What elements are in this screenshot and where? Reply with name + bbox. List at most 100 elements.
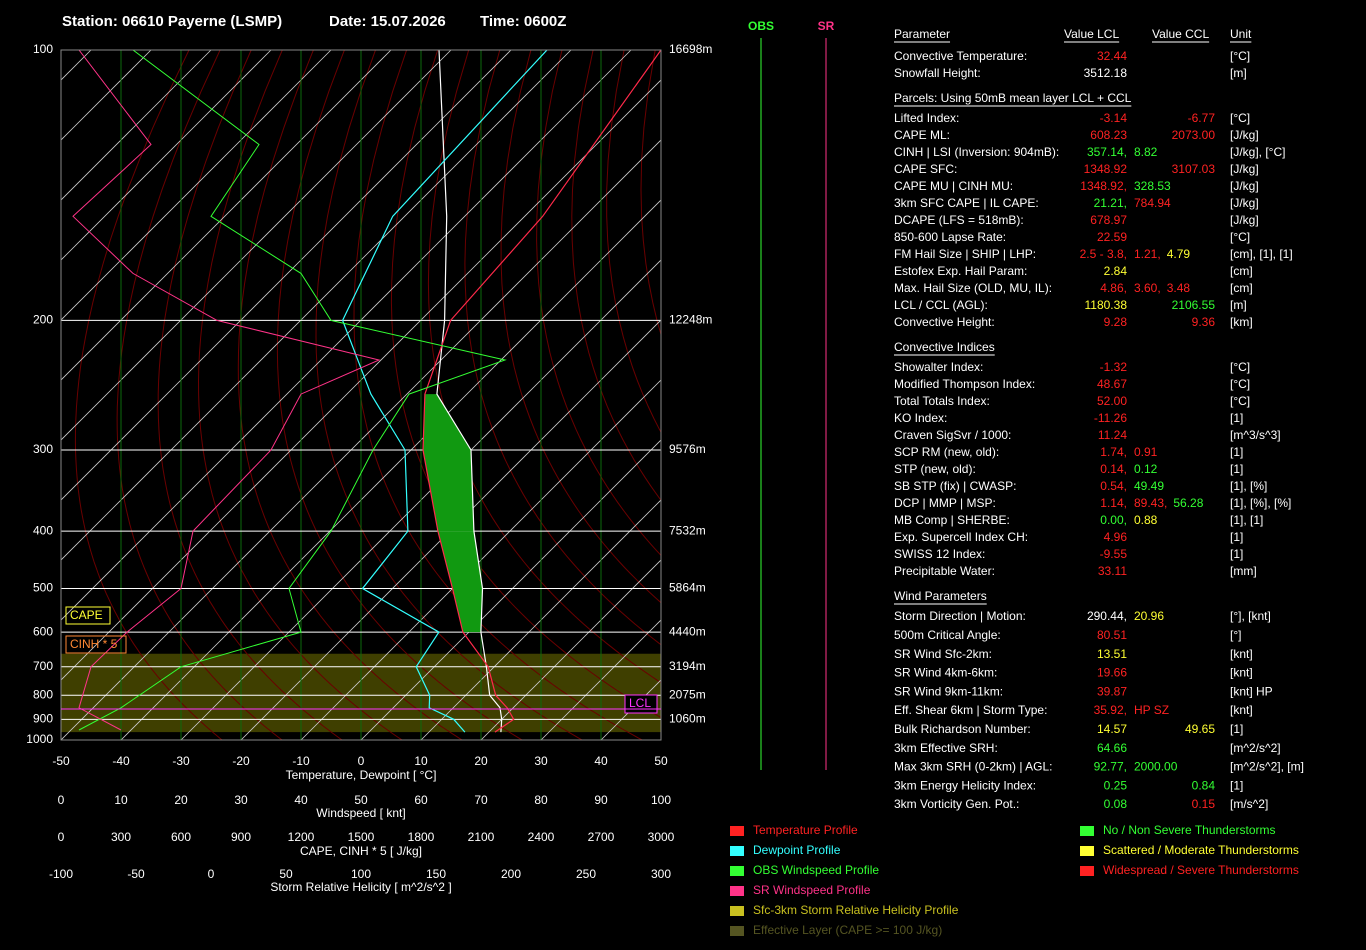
parameter-name: Modified Thompson Index: bbox=[894, 377, 1035, 391]
value-lcl: 89.43, bbox=[1134, 496, 1167, 510]
value-lcl: 1.21, bbox=[1134, 247, 1161, 261]
legend-label: Sfc-3km Storm Relative Helicity Profile bbox=[753, 903, 959, 917]
parameter-name: SB STP (fix) | CWASP: bbox=[894, 479, 1016, 493]
unit: [knt] bbox=[1230, 666, 1253, 680]
unit: [1] bbox=[1230, 722, 1243, 736]
value-lcl: 1.74, bbox=[1100, 445, 1127, 459]
value-lcl: 3.60, bbox=[1134, 281, 1161, 295]
value-ccl: 2106.55 bbox=[1172, 298, 1216, 312]
wind-axis-tick-label: 10 bbox=[114, 793, 128, 807]
y-tick-label: 400 bbox=[33, 523, 53, 537]
unit: [1] bbox=[1230, 778, 1243, 792]
cape-axis-tick-label: 900 bbox=[231, 830, 251, 844]
srh-axis-tick-label: 200 bbox=[501, 867, 521, 881]
x-tick-label: -30 bbox=[172, 754, 190, 768]
value-ccl: 9.36 bbox=[1192, 315, 1216, 329]
value-lcl: 0.08 bbox=[1104, 797, 1128, 811]
unit: [°C] bbox=[1230, 49, 1250, 63]
value-lcl: 357.14, bbox=[1087, 145, 1127, 159]
unit: [knt] HP bbox=[1230, 684, 1273, 698]
x-tick-label: 10 bbox=[414, 754, 428, 768]
unit: [J/kg] bbox=[1230, 162, 1259, 176]
value-lcl: 1348.92, bbox=[1080, 179, 1127, 193]
unit: [J/kg] bbox=[1230, 213, 1259, 227]
wind-axis-tick-label: 50 bbox=[354, 793, 368, 807]
x-tick-label: 50 bbox=[654, 754, 668, 768]
unit: [1], [1] bbox=[1230, 513, 1263, 527]
height-label: 5864m bbox=[669, 581, 706, 595]
isotherm bbox=[540, 619, 661, 740]
parameter-name: DCAPE (LFS = 518mB): bbox=[894, 213, 1024, 227]
value-lcl: 39.87 bbox=[1097, 684, 1127, 698]
y-tick-label: 1000 bbox=[26, 732, 53, 746]
parameter-name: 3km Vorticity Gen. Pot.: bbox=[894, 797, 1019, 811]
value-ccl: 49.65 bbox=[1185, 722, 1215, 736]
isotherm bbox=[61, 50, 632, 621]
wind-axis-tick-label: 100 bbox=[651, 793, 671, 807]
parameter-name: 850-600 Lapse Rate: bbox=[894, 230, 1006, 244]
value-lcl: 92.77, bbox=[1094, 760, 1127, 774]
table-header: Value LCL bbox=[1064, 27, 1119, 41]
parameter-name: SCP RM (new, old): bbox=[894, 445, 999, 459]
y-tick-label: 100 bbox=[33, 42, 53, 56]
value-lcl: 22.59 bbox=[1097, 230, 1127, 244]
unit: [mm] bbox=[1230, 564, 1257, 578]
isotherm bbox=[61, 139, 661, 740]
value-lcl: 2.5 - 3.8, bbox=[1080, 247, 1127, 261]
cape-axis-tick-label: 3000 bbox=[648, 830, 675, 844]
wind-axis-tick-label: 30 bbox=[234, 793, 248, 807]
unit: [m^3/s^3] bbox=[1230, 428, 1281, 442]
value-lcl: 0.91 bbox=[1134, 445, 1158, 459]
value-lcl: 32.44 bbox=[1097, 49, 1127, 63]
parameter-name: Convective Height: bbox=[894, 315, 995, 329]
x-tick-label: 20 bbox=[474, 754, 488, 768]
parameter-name: Showalter Index: bbox=[894, 360, 983, 374]
value-lcl: 0.25 bbox=[1104, 778, 1128, 792]
srh-axis-tick-label: 50 bbox=[279, 867, 293, 881]
wind-axis-tick-label: 20 bbox=[174, 793, 188, 807]
plot-frame bbox=[60, 49, 662, 741]
value-lcl: 52.00 bbox=[1097, 394, 1127, 408]
legend: Temperature Profile Dewpoint Profile OBS W… bbox=[730, 823, 1299, 937]
unit: [cm] bbox=[1230, 264, 1253, 278]
wind-axis-tick-label: 40 bbox=[294, 793, 308, 807]
unit: [1] bbox=[1230, 445, 1243, 459]
unit: [1] bbox=[1230, 462, 1243, 476]
cape-axis-label: CAPE, CINH * 5 [ J/kg] bbox=[300, 844, 422, 858]
cinh-annotation: CINH * 5 bbox=[70, 637, 118, 651]
parameter-name: 3km SFC CAPE | IL CAPE: bbox=[894, 196, 1039, 210]
lcl-annotation: LCL bbox=[629, 696, 651, 710]
unit: [1] bbox=[1230, 530, 1243, 544]
dry-adiabat bbox=[536, 50, 661, 557]
y-tick-label: 500 bbox=[33, 581, 53, 595]
unit: [°C] bbox=[1230, 111, 1250, 125]
value-lcl: 2.84 bbox=[1104, 264, 1128, 278]
value-lcl: -3.14 bbox=[1100, 111, 1128, 125]
unit: [°C] bbox=[1230, 377, 1250, 391]
y-tick-label: 700 bbox=[33, 659, 53, 673]
unit: [J/kg] bbox=[1230, 128, 1259, 142]
value-ccl: 0.84 bbox=[1192, 778, 1216, 792]
x-axis-label: Temperature, Dewpoint [ °C] bbox=[286, 768, 437, 782]
unit: [knt] bbox=[1230, 647, 1253, 661]
srh-axis-tick-label: 250 bbox=[576, 867, 596, 881]
value-lcl: 0.88 bbox=[1134, 513, 1158, 527]
parameter-name: Snowfall Height: bbox=[894, 66, 981, 80]
cape-axis-tick-label: 1200 bbox=[288, 830, 315, 844]
value-ccl: -6.77 bbox=[1188, 111, 1216, 125]
isotherm bbox=[240, 319, 661, 740]
cinh-box bbox=[65, 635, 127, 654]
value-lcl: HP SZ bbox=[1134, 703, 1169, 717]
parameter-name: Convective Temperature: bbox=[894, 49, 1027, 63]
dry-adiabat bbox=[116, 50, 283, 740]
parameter-name: Exp. Supercell Index CH: bbox=[894, 530, 1028, 544]
wind-axis-tick-label: 0 bbox=[58, 793, 65, 807]
value-lcl: 328.53 bbox=[1134, 179, 1171, 193]
value-lcl: 49.49 bbox=[1134, 479, 1164, 493]
unit: [km] bbox=[1230, 315, 1253, 329]
height-label: 7532m bbox=[669, 523, 706, 537]
legend-swatch bbox=[730, 926, 744, 936]
value-ccl: 2073.00 bbox=[1172, 128, 1216, 142]
